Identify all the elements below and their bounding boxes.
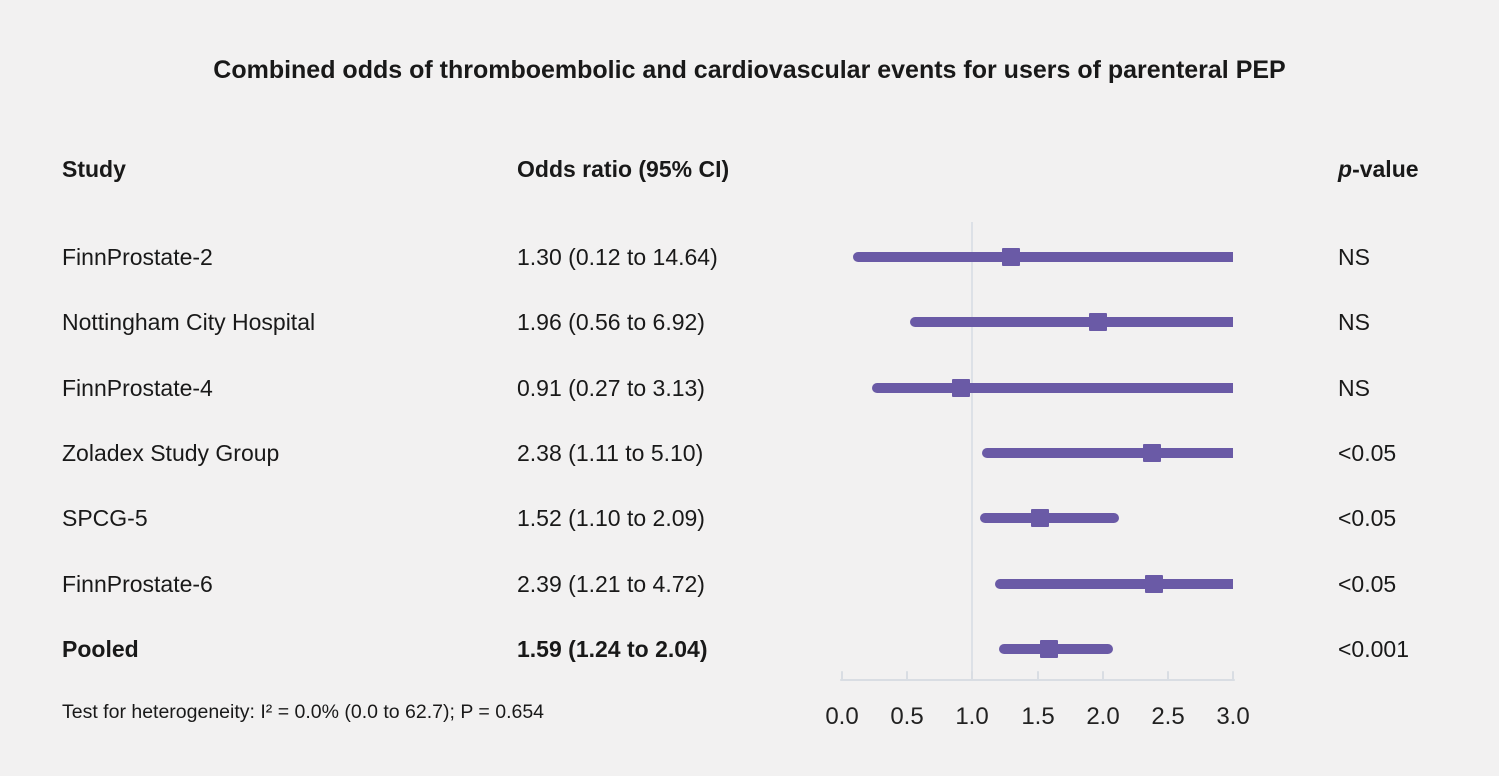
odds-ratio-marker	[1088, 313, 1107, 331]
x-axis-line	[840, 679, 1235, 681]
column-header-pvalue: p-value	[1338, 156, 1419, 183]
reference-line-or-1	[971, 222, 973, 681]
p-value: <0.05	[1338, 505, 1397, 531]
odds-ratio-value: 1.52 (1.10 to 2.09)	[517, 505, 705, 531]
x-axis-tick-label: 1.5	[1021, 703, 1055, 730]
x-axis-tick	[971, 671, 973, 680]
p-value: <0.05	[1338, 571, 1397, 597]
p-value: NS	[1338, 244, 1370, 270]
odds-ratio-value: 2.39 (1.21 to 4.72)	[517, 571, 705, 597]
odds-ratio-value: 0.91 (0.27 to 3.13)	[517, 375, 705, 401]
odds-ratio-value: 1.59 (1.24 to 2.04)	[517, 636, 708, 662]
odds-ratio-value: 1.30 (0.12 to 14.64)	[517, 244, 718, 270]
x-axis-tick	[1167, 671, 1169, 680]
p-value: NS	[1338, 375, 1370, 401]
study-name: FinnProstate-4	[62, 375, 213, 401]
odds-ratio-marker	[1144, 575, 1163, 593]
x-axis-tick	[1037, 671, 1039, 680]
pvalue-header-italic-p: p	[1338, 156, 1353, 182]
pvalue-header-rest: -value	[1352, 156, 1419, 182]
study-name: FinnProstate-2	[62, 244, 213, 270]
odds-ratio-value: 2.38 (1.11 to 5.10)	[517, 440, 704, 466]
ci-bar	[994, 579, 1233, 589]
heterogeneity-note: Test for heterogeneity: I² = 0.0% (0.0 t…	[62, 701, 545, 723]
x-axis-tick	[841, 671, 843, 680]
x-axis-tick	[906, 671, 908, 680]
x-axis-tick-label: 0.5	[890, 703, 924, 730]
odds-ratio-marker	[1002, 248, 1021, 266]
odds-ratio-value: 1.96 (0.56 to 6.92)	[517, 309, 705, 335]
ci-bar	[910, 317, 1233, 327]
x-axis-tick-label: 1.0	[955, 703, 989, 730]
x-axis-tick	[1232, 671, 1234, 680]
odds-ratio-marker	[951, 379, 970, 397]
study-name: Nottingham City Hospital	[62, 309, 316, 335]
odds-ratio-marker	[1031, 509, 1050, 527]
x-axis-tick-label: 2.5	[1151, 703, 1185, 730]
x-axis-tick-label: 2.0	[1086, 703, 1120, 730]
ci-bar	[872, 383, 1233, 393]
study-name: FinnProstate-6	[62, 571, 213, 597]
x-axis-tick	[1102, 671, 1104, 680]
column-header-study: Study	[62, 156, 126, 182]
x-axis-tick-label: 3.0	[1216, 703, 1250, 730]
odds-ratio-marker	[1040, 640, 1059, 658]
x-axis-tick-label: 0.0	[825, 703, 859, 730]
study-name: Zoladex Study Group	[62, 440, 280, 466]
study-name: SPCG-5	[62, 505, 148, 531]
p-value: NS	[1338, 309, 1370, 335]
figure-title: Combined odds of thromboembolic and card…	[213, 56, 1286, 84]
ci-bar	[852, 252, 1233, 262]
ci-bar	[981, 448, 1233, 458]
odds-ratio-marker	[1143, 444, 1162, 462]
p-value: <0.05	[1338, 440, 1397, 466]
column-header-odds-ratio: Odds ratio (95% CI)	[517, 156, 730, 182]
p-value: <0.001	[1338, 636, 1409, 662]
ci-bar	[980, 513, 1120, 523]
study-name: Pooled	[62, 636, 139, 662]
